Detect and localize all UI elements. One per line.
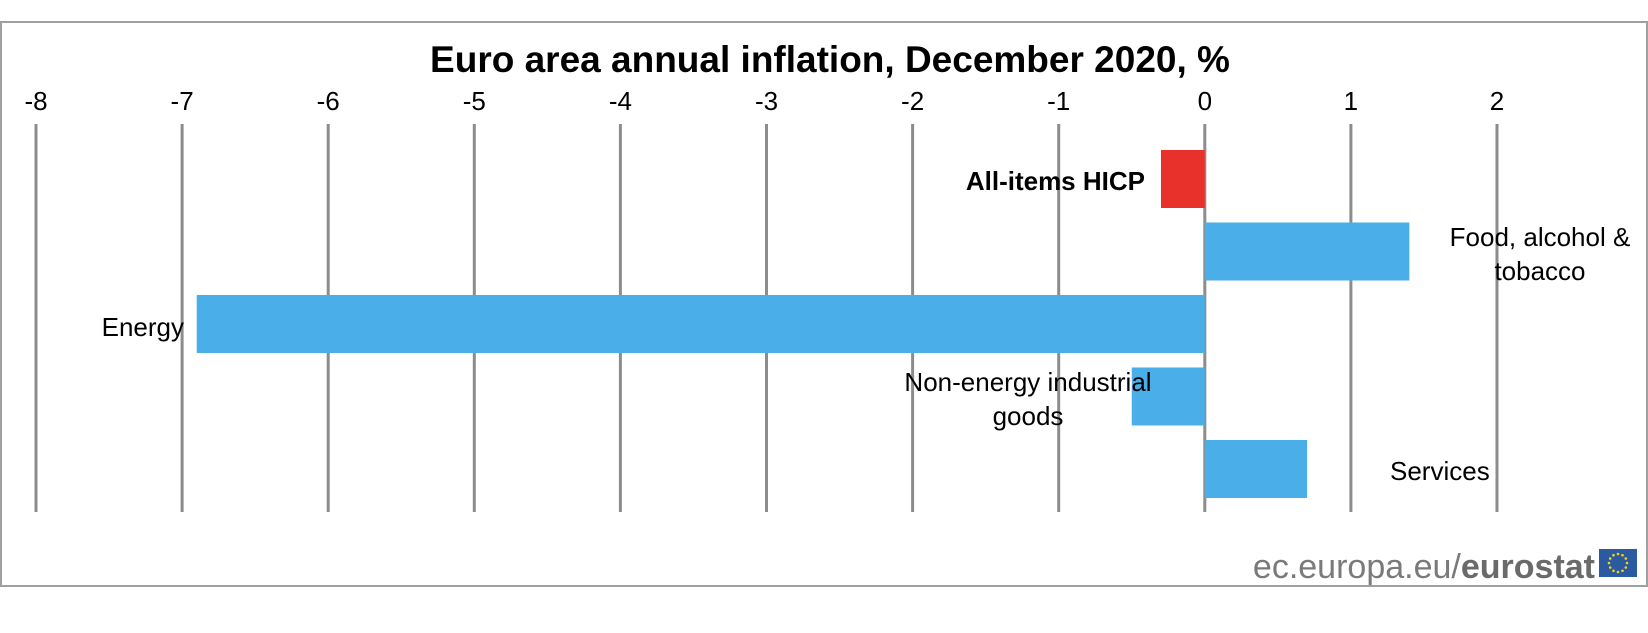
source-prefix: ec.europa.eu/ (1253, 548, 1461, 586)
x-tick-label: -1 (1047, 86, 1070, 116)
eu-flag-star (1612, 569, 1615, 573)
eu-flag-star (1608, 557, 1612, 560)
eu-flag-star (1621, 553, 1624, 557)
category-label-line: Non-energy industrial (904, 367, 1151, 397)
eu-flag-star (1625, 561, 1629, 565)
category-label-line: goods (993, 401, 1064, 431)
eu-flag-star (1616, 552, 1620, 556)
bars (196, 150, 1410, 498)
category-label-line: Food, alcohol & (1450, 222, 1631, 252)
x-tick-label: -3 (755, 86, 778, 116)
category-label: Energy (102, 312, 184, 342)
x-tick-label: -2 (901, 86, 924, 116)
source-credit: ec.europa.eu/eurostat (1253, 548, 1637, 586)
eu-flag-star (1607, 561, 1611, 565)
eu-flag-star (1624, 557, 1628, 560)
x-axis-tick-labels: -8 -7 -6 -5 -4 -3 -2 -1 0 1 2 (24, 86, 1504, 116)
bar (1160, 150, 1205, 208)
category-label: Non-energy industrial goods (904, 367, 1151, 431)
x-tick-label: -7 (171, 86, 194, 116)
x-tick-label: -8 (24, 86, 47, 116)
bar (1131, 367, 1205, 426)
category-label: Food, alcohol & tobacco (1450, 222, 1631, 286)
bar (1204, 222, 1410, 281)
eu-flag-star (1612, 553, 1615, 557)
x-tick-label: -4 (609, 86, 632, 116)
bar (1204, 440, 1308, 498)
category-label-line: Services (1390, 456, 1490, 486)
chart-title: Euro area annual inflation, December 202… (430, 39, 1230, 80)
x-tick-label: 0 (1198, 86, 1212, 116)
eu-flag-star (1624, 566, 1628, 569)
eu-flag-icon (1599, 549, 1637, 577)
category-label: All-items HICP (966, 166, 1145, 196)
category-label-line: Energy (102, 312, 184, 342)
category-labels: All-items HICP Food, alcohol & tobacco Ener… (102, 166, 1631, 486)
x-tick-label: 2 (1490, 86, 1504, 116)
bar (196, 295, 1205, 353)
x-tick-label: 1 (1344, 86, 1358, 116)
eu-flag-star (1608, 566, 1612, 569)
category-label-line: All-items HICP (966, 166, 1145, 196)
category-label-line: tobacco (1494, 256, 1585, 286)
x-tick-label: -5 (463, 86, 486, 116)
eu-flag-star (1621, 569, 1624, 573)
eu-flag-star (1616, 570, 1620, 574)
x-tick-label: -6 (317, 86, 340, 116)
source-brand: eurostat (1461, 548, 1595, 586)
category-label: Services (1390, 456, 1490, 486)
source-text: ec.europa.eu/eurostat (1253, 548, 1595, 586)
